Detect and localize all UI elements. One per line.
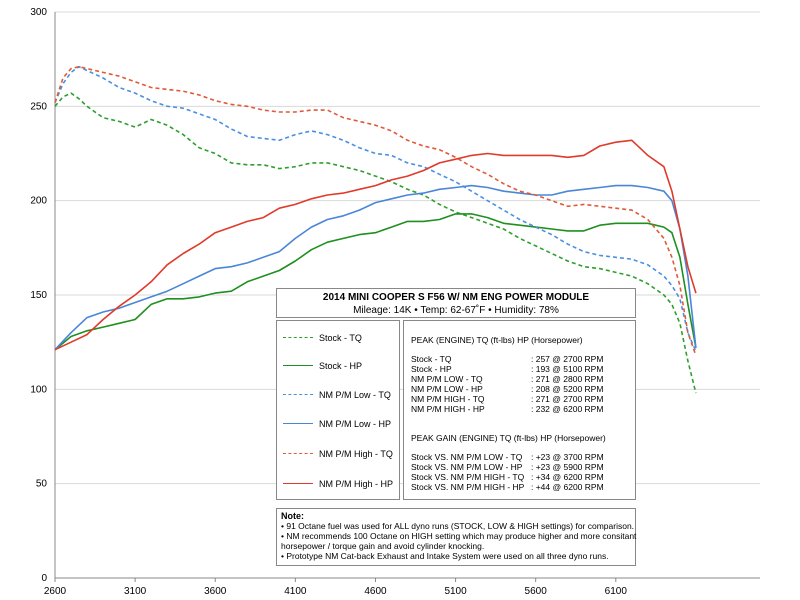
legend-label: NM P/M Low - TQ xyxy=(319,390,391,400)
legend-item: Stock - TQ xyxy=(283,331,399,345)
peak-row: NM P/M HIGH - TQ : 271 @ 2700 RPM xyxy=(411,394,631,404)
peak-row-label: Stock - TQ xyxy=(411,354,452,364)
x-tick-label: 5600 xyxy=(525,586,548,597)
note-line: horsepower / torque gain and avoid cylin… xyxy=(281,541,485,551)
peak-row-value: : +44 @ 6200 RPM xyxy=(531,482,604,492)
chart-title: 2014 MINI COOPER S F56 W/ NM ENG POWER M… xyxy=(322,292,590,303)
peak-row-label: Stock VS. NM P/M HIGH - TQ xyxy=(411,472,525,482)
peak-row-label: NM P/M LOW - HP xyxy=(411,384,483,394)
peak-engine-title: PEAK (ENGINE) TQ (ft-lbs) HP (Horsepower… xyxy=(411,335,583,345)
legend-swatch xyxy=(283,483,313,484)
legend-swatch xyxy=(283,337,313,338)
chart-subtitle: Mileage: 14K • Temp: 62-67˚F • Humidity:… xyxy=(353,305,559,316)
y-tick-label: 0 xyxy=(41,573,47,584)
note-title: Note: xyxy=(281,511,304,521)
peak-row-label: NM P/M HIGH - HP xyxy=(411,404,485,414)
legend-item: NM P/M High - TQ xyxy=(283,447,399,461)
note-line: • NM recommends 100 Octane on HIGH setti… xyxy=(281,531,637,541)
peak-gain-title: PEAK GAIN (ENGINE) TQ (ft-lbs) HP (Horse… xyxy=(411,433,606,443)
legend-label: Stock - TQ xyxy=(319,333,362,343)
chart-title-box: 2014 MINI COOPER S F56 W/ NM ENG POWER M… xyxy=(276,288,636,318)
legend-label: NM P/M High - HP xyxy=(319,479,394,489)
peak-row-value: : 193 @ 5100 RPM xyxy=(531,364,604,374)
y-tick-label: 300 xyxy=(30,7,47,18)
x-tick-label: 3100 xyxy=(124,586,147,597)
peak-row-value: : 271 @ 2700 RPM xyxy=(531,394,604,404)
legend-swatch xyxy=(283,394,313,395)
legend-item: NM P/M High - HP xyxy=(283,477,399,491)
legend-item: Stock - HP xyxy=(283,359,399,373)
y-tick-label: 150 xyxy=(30,290,47,301)
legend: Stock - TQ Stock - HP NM P/M Low - TQ NM P/… xyxy=(276,320,400,500)
legend-item: NM P/M Low - HP xyxy=(283,417,399,431)
x-tick-label: 5100 xyxy=(444,586,467,597)
legend-swatch xyxy=(283,453,313,454)
peak-row: Stock VS. NM P/M HIGH - HP : +44 @ 6200 R… xyxy=(411,482,631,492)
note-line: • Prototype NM Cat-back Exhaust and Inta… xyxy=(281,551,609,561)
peak-row-value: : 271 @ 2800 RPM xyxy=(531,374,604,384)
legend-swatch xyxy=(283,423,313,424)
y-tick-label: 100 xyxy=(30,384,47,395)
peak-row: NM P/M HIGH - HP : 232 @ 6200 RPM xyxy=(411,404,631,414)
peak-row: NM P/M LOW - TQ : 271 @ 2800 RPM xyxy=(411,374,631,384)
peak-row: Stock VS. NM P/M LOW - HP : +23 @ 5900 RP… xyxy=(411,462,631,472)
peak-row-value: : +23 @ 3700 RPM xyxy=(531,452,604,462)
peak-row: Stock - HP : 193 @ 5100 RPM xyxy=(411,364,631,374)
peak-row-value: : 208 @ 5200 RPM xyxy=(531,384,604,394)
y-tick-label: 200 xyxy=(30,196,47,207)
peak-row: Stock VS. NM P/M LOW - TQ : +23 @ 3700 RP… xyxy=(411,452,631,462)
peak-row: Stock - TQ : 257 @ 2700 RPM xyxy=(411,354,631,364)
peak-row: NM P/M LOW - HP : 208 @ 5200 RPM xyxy=(411,384,631,394)
x-tick-label: 2600 xyxy=(44,586,67,597)
x-tick-label: 4100 xyxy=(284,586,307,597)
legend-swatch xyxy=(283,365,313,366)
y-tick-label: 250 xyxy=(30,101,47,112)
x-tick-label: 3600 xyxy=(204,586,227,597)
peak-row: Stock VS. NM P/M HIGH - TQ : +34 @ 6200 R… xyxy=(411,472,631,482)
x-tick-label: 4600 xyxy=(364,586,387,597)
series-line-stock-hp xyxy=(54,213,697,351)
series-lines xyxy=(54,65,697,394)
legend-label: NM P/M High - TQ xyxy=(319,449,393,459)
peak-row-label: Stock VS. NM P/M LOW - TQ xyxy=(411,452,523,462)
series-line-nm-p-m-low-tq xyxy=(54,65,697,352)
peak-row-label: NM P/M LOW - TQ xyxy=(411,374,483,384)
series-line-nm-p-m-high-tq xyxy=(54,65,697,356)
note-box: Note: • 91 Octane fuel was used for ALL … xyxy=(276,508,636,566)
axes xyxy=(54,12,760,582)
series-line-nm-p-m-high-hp xyxy=(54,139,697,351)
peak-table: PEAK (ENGINE) TQ (ft-lbs) HP (Horsepower… xyxy=(403,320,636,500)
peak-row-label: Stock VS. NM P/M HIGH - HP xyxy=(411,482,525,492)
peak-row-value: : +34 @ 6200 RPM xyxy=(531,472,604,482)
peak-row-label: Stock - HP xyxy=(411,364,452,374)
legend-item: NM P/M Low - TQ xyxy=(283,388,399,402)
legend-label: Stock - HP xyxy=(319,361,363,371)
y-tick-label: 50 xyxy=(36,479,48,490)
peak-row-value: : 257 @ 2700 RPM xyxy=(531,354,604,364)
tick-labels: 0 50 100 150 200 250 300 2600 3100 3600 4100 4600 51… xyxy=(30,7,627,597)
x-tick-label: 6100 xyxy=(605,586,628,597)
peak-row-value: : 232 @ 6200 RPM xyxy=(531,404,604,414)
note-line: • 91 Octane fuel was used for ALL dyno r… xyxy=(281,521,635,531)
series-line-stock-tq xyxy=(54,92,697,394)
peak-row-label: NM P/M HIGH - TQ xyxy=(411,394,485,404)
legend-label: NM P/M Low - HP xyxy=(319,419,392,429)
peak-row-label: Stock VS. NM P/M LOW - HP xyxy=(411,462,523,472)
peak-row-value: : +23 @ 5900 RPM xyxy=(531,462,604,472)
series-line-nm-p-m-low-hp xyxy=(54,184,697,351)
